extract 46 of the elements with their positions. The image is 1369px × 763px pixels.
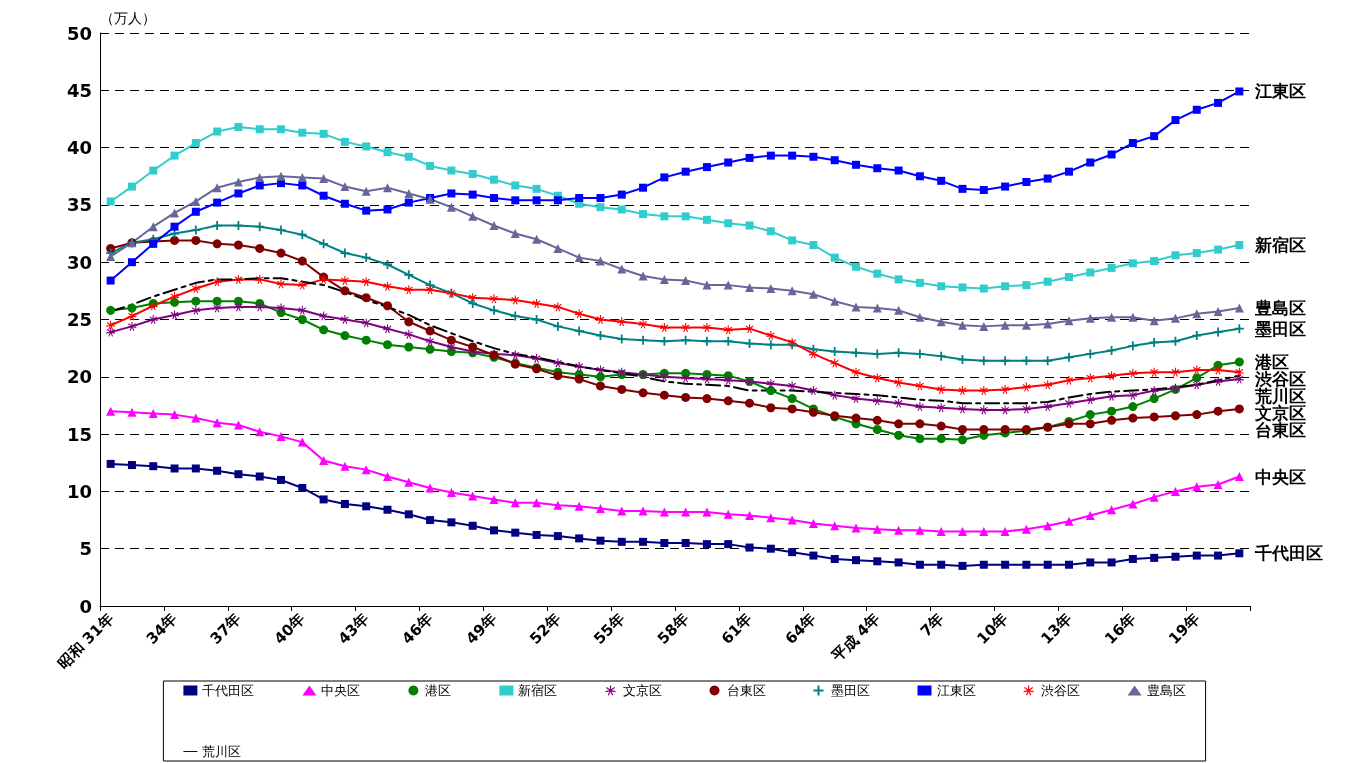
text: 江東区 <box>1255 81 1307 102</box>
x-tick-label: 55年 <box>590 609 629 648</box>
legend-label: 千代田区 <box>202 683 255 698</box>
legend-label: 港区 <box>425 683 452 698</box>
x-tick-label: 平成 4年 <box>827 609 884 666</box>
x-tick-label: 46年 <box>398 609 437 648</box>
legend-label: 文京区 <box>622 683 662 698</box>
y-tick-label: 50 <box>66 22 92 44</box>
y-tick-label: 5 <box>79 538 92 560</box>
x-tick-label: 64年 <box>781 609 820 648</box>
x-tick-label: 13年 <box>1037 609 1076 648</box>
text: 千代田区 <box>1255 543 1324 564</box>
legend-label: 中央区 <box>321 683 361 698</box>
x-tick-label: 43年 <box>334 609 373 648</box>
text: 中央区 <box>1255 466 1307 487</box>
x-tick-label: 10年 <box>973 609 1012 648</box>
y-tick-label: 35 <box>66 194 92 216</box>
y-tick-label: 15 <box>66 423 92 445</box>
legend-label: 台東区 <box>726 683 766 698</box>
text: 新宿区 <box>1255 235 1307 256</box>
x-tick-label: 19年 <box>1165 609 1204 648</box>
legend-label: 墨田区 <box>830 683 870 698</box>
text: 墨田区 <box>1255 318 1307 339</box>
y-tick-label: 25 <box>66 309 92 330</box>
x-tick-label: 40年 <box>270 609 309 648</box>
y-axis-title: （万人） <box>100 10 156 26</box>
legend-label: 渋谷区 <box>1040 683 1080 698</box>
y-tick-label: 45 <box>66 79 92 101</box>
y-tick-label: 40 <box>66 137 92 159</box>
x-tick-label: 34年 <box>142 609 181 648</box>
text: 豊島区 <box>1255 298 1307 319</box>
legend-label: 荒川区 <box>202 744 242 759</box>
y-tick-label: 10 <box>66 480 92 502</box>
legend-label: 新宿区 <box>518 683 558 698</box>
x-tick-label: 58年 <box>653 609 693 648</box>
y-tick-label: 30 <box>66 251 92 273</box>
legend-label: 豊島区 <box>1146 683 1186 698</box>
x-tick-label: 49年 <box>462 609 501 648</box>
x-tick-label: 7年 <box>916 609 948 641</box>
y-tick-label: 20 <box>66 366 92 388</box>
x-tick-label: 37年 <box>206 609 245 648</box>
x-tick-label: 52年 <box>526 609 565 648</box>
x-tick-label: 16年 <box>1101 609 1140 648</box>
x-tick-label: 61年 <box>717 609 756 648</box>
y-tick-label: 0 <box>79 595 92 617</box>
legend-label: 江東区 <box>936 683 976 698</box>
